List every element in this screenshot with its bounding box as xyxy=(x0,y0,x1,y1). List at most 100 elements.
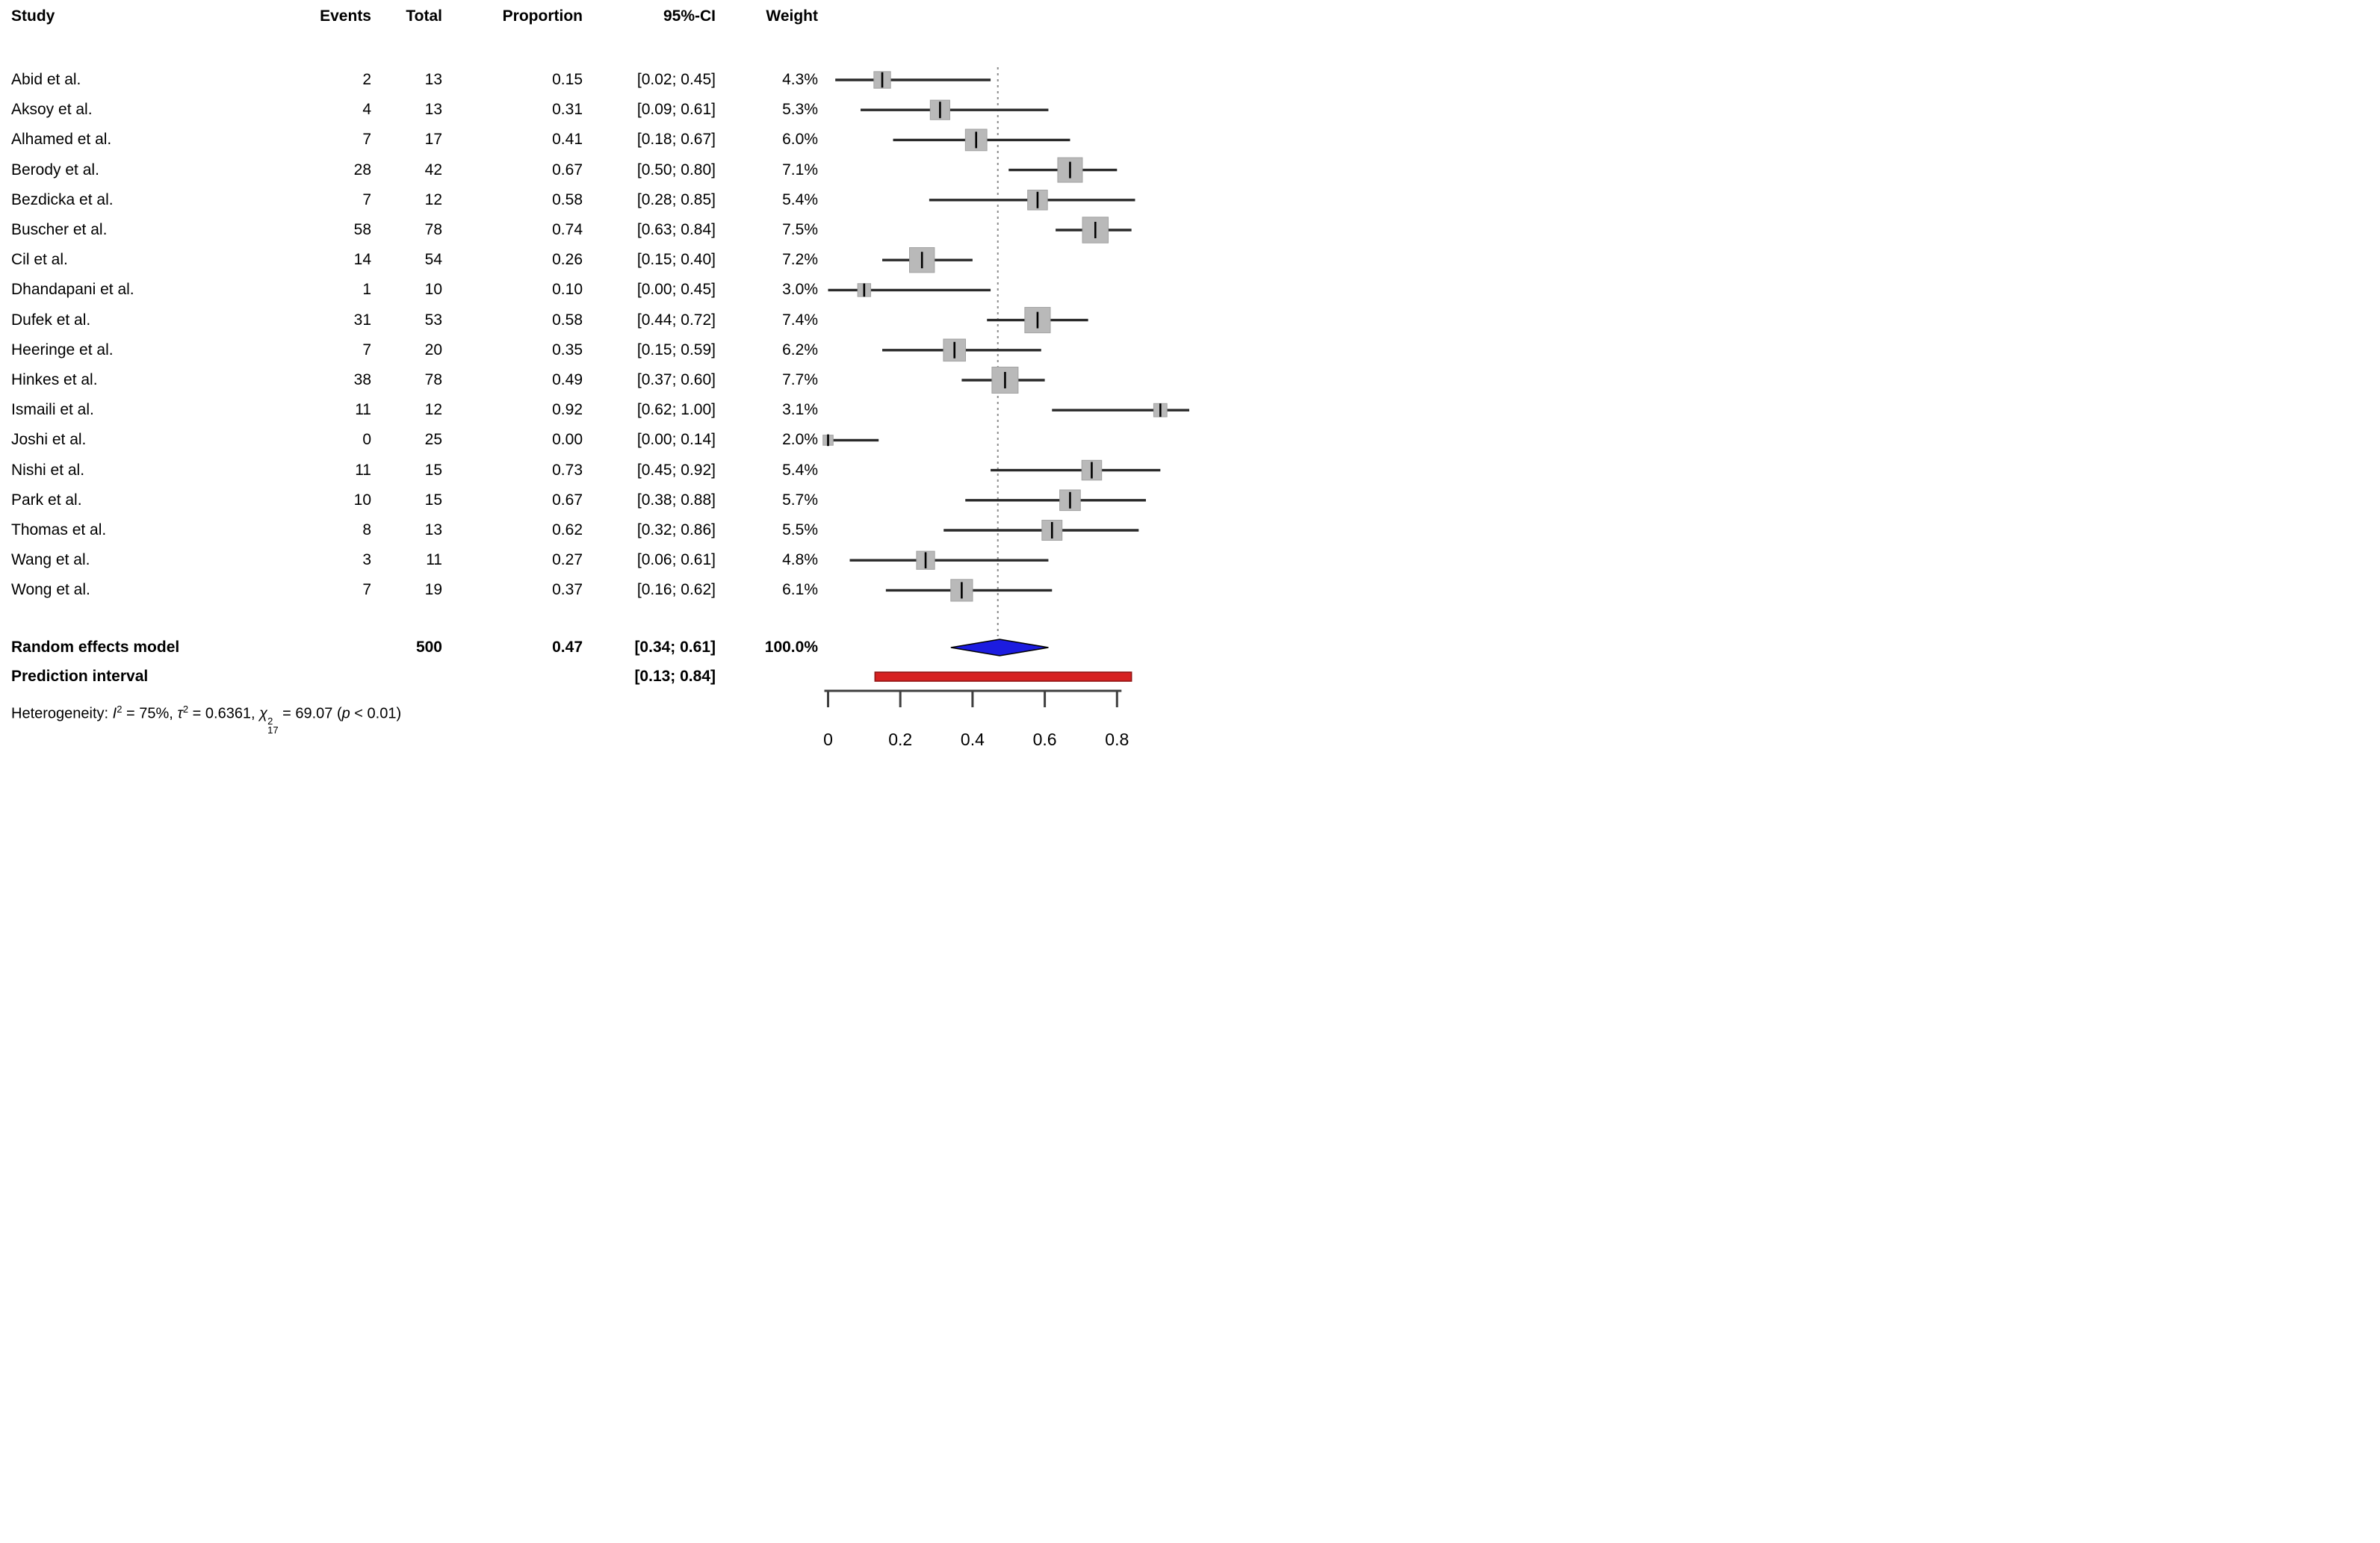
chi-squared-symbol: χ xyxy=(259,705,268,722)
total-value: 12 xyxy=(424,190,442,208)
weight-value: 7.1% xyxy=(782,161,818,178)
random-effects-label: Random effects model xyxy=(11,639,180,656)
tau-squared-exponent: 2 xyxy=(182,704,189,715)
study-name: Nishi et al. xyxy=(11,461,85,479)
ci-value: [0.09; 0.61] xyxy=(636,101,716,119)
ci-value: [0.63; 0.84] xyxy=(636,221,716,238)
study-name: Dufek et al. xyxy=(11,311,91,329)
proportion-value: 0.74 xyxy=(552,221,583,238)
chi-squared-sub-sup: 2 17 xyxy=(267,715,279,736)
study-name: Bezdicka et al. xyxy=(11,190,114,208)
total-value: 20 xyxy=(424,341,442,358)
tau-squared-value: = 0.6361, xyxy=(188,705,260,722)
ci-value: [0.28; 0.85] xyxy=(636,190,716,208)
column-header-total: Total xyxy=(406,7,442,25)
random-effects-ci: [0.34; 0.61] xyxy=(634,639,716,656)
events-value: 10 xyxy=(353,491,371,509)
ci-value: [0.16; 0.62] xyxy=(636,581,716,599)
ci-value: [0.45; 0.92] xyxy=(636,461,716,479)
total-value: 53 xyxy=(424,311,442,329)
p-symbol: p xyxy=(341,705,350,722)
prediction-interval-ci: [0.13; 0.84] xyxy=(634,668,716,685)
total-value: 12 xyxy=(424,401,442,419)
total-value: 13 xyxy=(424,71,442,88)
events-value: 28 xyxy=(353,161,371,178)
proportion-value: 0.58 xyxy=(552,311,583,329)
proportion-value: 0.26 xyxy=(552,251,583,269)
tau-squared-symbol: τ xyxy=(177,705,183,722)
events-value: 7 xyxy=(362,131,371,149)
study-name: Ismaili et al. xyxy=(11,401,94,419)
chi-squared-exponent: 2 xyxy=(267,715,273,727)
events-value: 31 xyxy=(353,311,371,329)
proportion-value: 0.62 xyxy=(552,521,583,538)
chi-squared-value: = 69.07 ( xyxy=(278,705,342,722)
random-effects-total: 500 xyxy=(415,639,442,656)
weight-value: 7.2% xyxy=(782,251,818,269)
events-value: 0 xyxy=(362,431,371,449)
total-value: 13 xyxy=(424,521,442,538)
total-value: 17 xyxy=(424,131,442,149)
column-header-proportion: Proportion xyxy=(502,7,583,25)
events-value: 7 xyxy=(362,190,371,208)
ci-value: [0.15; 0.40] xyxy=(636,251,716,269)
total-value: 13 xyxy=(424,101,442,119)
i-squared-symbol: I xyxy=(112,705,117,722)
ci-value: [0.00; 0.45] xyxy=(636,281,716,299)
total-value: 25 xyxy=(424,431,442,449)
axis-tick-label: 0.4 xyxy=(961,730,985,749)
proportion-value: 0.73 xyxy=(552,461,583,479)
weight-value: 6.0% xyxy=(782,131,818,149)
weight-value: 5.3% xyxy=(782,101,818,119)
weight-value: 3.0% xyxy=(782,281,818,299)
proportion-value: 0.67 xyxy=(552,161,583,178)
study-name: Thomas et al. xyxy=(11,521,107,538)
proportion-value: 0.67 xyxy=(552,491,583,509)
ci-value: [0.00; 0.14] xyxy=(636,431,716,449)
proportion-value: 0.15 xyxy=(552,71,583,88)
study-name: Abid et al. xyxy=(11,71,81,88)
random-effects-proportion: 0.47 xyxy=(552,639,583,656)
proportion-value: 0.10 xyxy=(552,281,583,299)
proportion-value: 0.35 xyxy=(552,341,583,358)
events-value: 4 xyxy=(362,101,371,119)
total-value: 78 xyxy=(424,221,442,238)
events-value: 38 xyxy=(353,371,371,388)
total-value: 54 xyxy=(424,251,442,269)
weight-value: 2.0% xyxy=(782,431,818,449)
random-effects-diamond xyxy=(950,639,1049,656)
ci-value: [0.06; 0.61] xyxy=(636,551,716,569)
weight-value: 4.8% xyxy=(782,551,818,569)
ci-value: [0.18; 0.67] xyxy=(636,131,716,149)
study-name: Cil et al. xyxy=(11,251,68,269)
weight-value: 7.5% xyxy=(782,221,818,238)
ci-value: [0.32; 0.86] xyxy=(636,521,716,538)
total-value: 42 xyxy=(424,161,442,178)
axis-tick-label: 0 xyxy=(823,730,833,749)
proportion-value: 0.58 xyxy=(552,190,583,208)
events-value: 7 xyxy=(362,581,371,599)
axis-tick-label: 0.2 xyxy=(888,730,912,749)
study-name: Joshi et al. xyxy=(11,431,87,449)
events-value: 1 xyxy=(362,281,371,299)
proportion-value: 0.41 xyxy=(552,131,583,149)
total-value: 10 xyxy=(424,281,442,299)
random-effects-weight: 100.0% xyxy=(764,639,818,656)
total-value: 19 xyxy=(424,581,442,599)
column-header-ci: 95%-CI xyxy=(663,7,716,25)
proportion-value: 0.31 xyxy=(552,101,583,119)
ci-value: [0.37; 0.60] xyxy=(636,371,716,388)
ci-value: [0.44; 0.72] xyxy=(636,311,716,329)
weight-value: 5.5% xyxy=(782,521,818,538)
chi-squared-df: 17 xyxy=(267,724,279,736)
column-header-study: Study xyxy=(11,7,55,25)
events-value: 14 xyxy=(353,251,371,269)
weight-value: 5.4% xyxy=(782,190,818,208)
total-value: 78 xyxy=(424,371,442,388)
study-name: Wong et al. xyxy=(11,581,90,599)
study-name: Park et al. xyxy=(11,491,82,509)
weight-value: 3.1% xyxy=(782,401,818,419)
i-squared-exponent: 2 xyxy=(117,704,123,715)
proportion-value: 0.37 xyxy=(552,581,583,599)
total-value: 15 xyxy=(424,461,442,479)
